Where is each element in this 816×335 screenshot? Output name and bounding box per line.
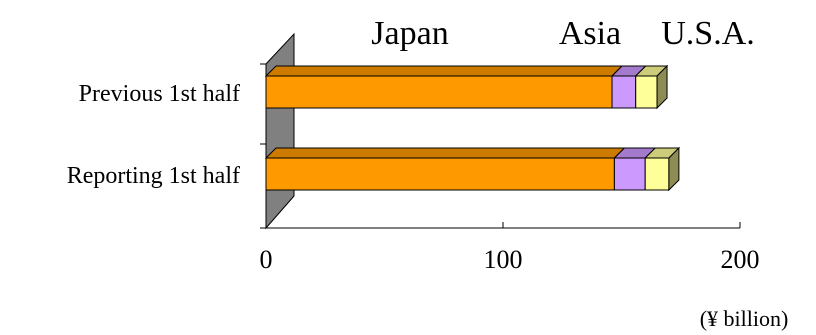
unit-label: (¥ billion) bbox=[700, 306, 789, 331]
bar-japan-previous-1st-half bbox=[264, 65, 624, 109]
bar-side-face bbox=[668, 146, 680, 192]
x-tick-label-0: 0 bbox=[260, 245, 273, 274]
category-label-previous: Previous 1st half bbox=[79, 81, 240, 107]
bar-front-face bbox=[611, 75, 637, 109]
bar-front-face bbox=[265, 75, 613, 109]
x-tick-label-200: 200 bbox=[721, 245, 760, 274]
x-axis bbox=[260, 63, 741, 229]
bar-top-face bbox=[264, 65, 624, 77]
legend-entry-japan: Japan bbox=[371, 15, 448, 52]
legend: Japan Asia U.S.A. bbox=[371, 15, 754, 52]
bar-u-s-a-reporting-1st-half bbox=[643, 146, 681, 192]
bar-asia-reporting-1st-half bbox=[613, 147, 657, 191]
bar-front-face bbox=[644, 157, 670, 191]
legend-entry-usa: U.S.A. bbox=[661, 15, 755, 52]
bars bbox=[264, 64, 681, 192]
chart-back-wall bbox=[265, 32, 295, 230]
bar-u-s-a-previous-1st-half bbox=[634, 64, 669, 110]
bar-top-face bbox=[264, 147, 626, 159]
legend-entry-asia: Asia bbox=[559, 15, 621, 52]
bar-asia-previous-1st-half bbox=[610, 65, 647, 109]
bar-side-face bbox=[656, 64, 668, 110]
bar-front-face bbox=[265, 157, 615, 191]
bar-front-face bbox=[613, 157, 646, 191]
bar-front-face bbox=[635, 75, 658, 109]
bar-japan-reporting-1st-half bbox=[264, 147, 626, 191]
x-tick-label-100: 100 bbox=[484, 245, 523, 274]
category-label-reporting: Reporting 1st half bbox=[67, 163, 240, 189]
